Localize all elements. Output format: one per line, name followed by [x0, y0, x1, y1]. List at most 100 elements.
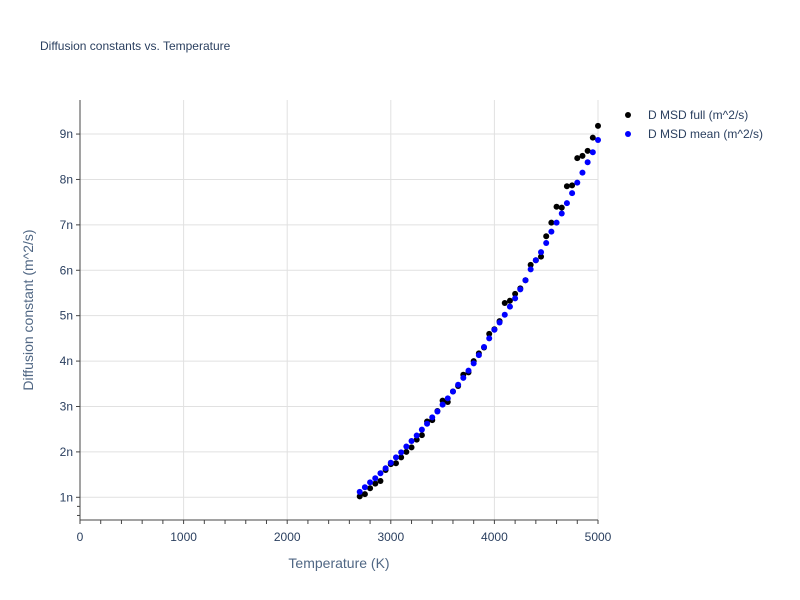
x-tick-label: 5000 [585, 530, 612, 544]
data-point [449, 388, 456, 395]
data-point [408, 444, 415, 451]
data-point [439, 401, 446, 408]
data-point [548, 219, 555, 226]
data-point [398, 454, 405, 461]
legend-item[interactable]: D MSD mean (m^2/s) [625, 127, 763, 141]
data-point [372, 475, 379, 482]
data-point [470, 360, 477, 367]
series-msd-mean [356, 136, 601, 495]
data-point [486, 330, 493, 337]
data-point [398, 449, 405, 456]
y-tick-label: 6n [60, 263, 73, 277]
data-point [481, 344, 488, 351]
legend-item[interactable]: D MSD full (m^2/s) [625, 108, 748, 122]
data-point [589, 134, 596, 141]
data-point [548, 228, 555, 235]
x-tick-label: 0 [77, 530, 84, 544]
data-point [527, 266, 534, 273]
data-point [392, 460, 399, 467]
data-point [475, 352, 482, 359]
y-tick-label: 1n [60, 490, 73, 504]
data-point [512, 295, 519, 302]
x-tick-label: 4000 [481, 530, 508, 544]
legend-label: D MSD full (m^2/s) [648, 108, 748, 122]
data-point [455, 381, 462, 388]
data-point [392, 454, 399, 461]
data-point [584, 159, 591, 166]
data-point [569, 182, 576, 189]
data-point [434, 408, 441, 415]
data-point [553, 219, 560, 226]
data-point [372, 480, 379, 487]
y-axis-title: Diffusion constant (m^2/s) [20, 229, 36, 390]
legend-label: D MSD mean (m^2/s) [648, 127, 763, 141]
legend[interactable]: D MSD full (m^2/s) D MSD mean (m^2/s) [625, 108, 763, 141]
data-point [367, 485, 374, 492]
data-point [356, 488, 363, 495]
y-tick-label: 2n [60, 445, 73, 459]
data-point [579, 169, 586, 176]
data-point [413, 432, 420, 439]
data-points [356, 122, 601, 500]
data-point [361, 491, 368, 498]
x-tick-label: 1000 [170, 530, 197, 544]
data-point [589, 149, 596, 156]
data-point [538, 249, 545, 256]
y-tick-label: 5n [60, 309, 73, 323]
data-point [418, 426, 425, 433]
data-point [527, 261, 534, 268]
y-tick-label: 8n [60, 172, 73, 186]
data-point [382, 465, 389, 472]
y-tick-label: 4n [60, 354, 73, 368]
chart-title: Diffusion constants vs. Temperature [40, 39, 231, 53]
data-point [569, 190, 576, 197]
data-point [522, 277, 529, 284]
data-point [563, 200, 570, 207]
data-point [595, 122, 601, 129]
data-point [574, 155, 581, 162]
data-point [496, 319, 503, 326]
data-point [367, 479, 374, 486]
data-point [460, 374, 467, 381]
data-point [501, 311, 508, 318]
data-point [543, 240, 550, 247]
legend-marker [625, 131, 631, 137]
data-point [574, 179, 581, 186]
data-point [538, 253, 545, 260]
axis-ticks: 0 1000 2000 3000 4000 5000 1n 2n 3n 4n 5n 6n 7n 8n 9n [60, 127, 612, 544]
data-point [501, 299, 508, 306]
x-tick-label: 3000 [377, 530, 404, 544]
data-point [584, 147, 591, 154]
legend-marker [625, 112, 631, 118]
data-point [387, 459, 394, 466]
data-point [595, 136, 601, 143]
grid-lines [80, 100, 599, 520]
data-point [403, 443, 410, 450]
data-point [553, 203, 560, 210]
data-point [465, 367, 472, 374]
data-point [558, 204, 565, 211]
data-point [361, 484, 368, 491]
data-point [506, 303, 513, 310]
y-tick-label: 7n [60, 218, 73, 232]
data-point [512, 290, 519, 297]
data-point [532, 257, 539, 264]
x-tick-label: 2000 [274, 530, 301, 544]
data-point [517, 286, 524, 293]
data-point [424, 420, 431, 427]
data-point [408, 437, 415, 444]
data-point [543, 233, 550, 240]
data-point [418, 432, 425, 439]
data-point [558, 210, 565, 217]
data-point [486, 335, 493, 342]
y-tick-label: 9n [60, 127, 73, 141]
data-point [491, 326, 498, 333]
data-point [377, 470, 384, 477]
data-point [506, 297, 513, 304]
data-point [563, 183, 570, 190]
data-point [377, 477, 384, 484]
data-point [356, 493, 363, 500]
y-tick-label: 3n [60, 399, 73, 413]
data-point [429, 414, 436, 421]
